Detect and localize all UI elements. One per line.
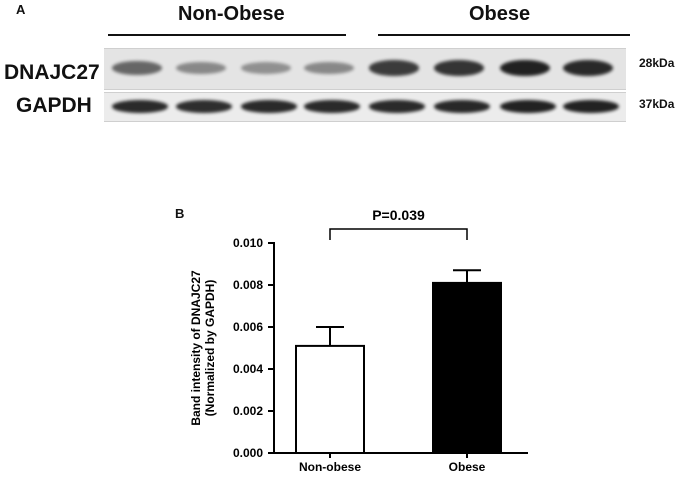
- group-label-non-obese: Non-Obese: [178, 3, 285, 25]
- bar-non-obese: [295, 344, 365, 454]
- bands-dnajc27: [104, 49, 626, 89]
- y-axis-label-sub: (Normalized by GAPDH): [203, 280, 217, 417]
- band-dnajc27-lane-2: [176, 61, 226, 75]
- bar-obese: [432, 281, 502, 454]
- blot-strip-dnajc27: [104, 48, 626, 90]
- blot-strip-gapdh: [104, 92, 626, 122]
- x-tick-label: Non-obese: [299, 460, 361, 474]
- band-dnajc27-lane-4: [304, 61, 354, 75]
- x-tick-label: Obese: [449, 460, 486, 474]
- y-tick-label: 0.006: [233, 320, 263, 334]
- band-gapdh-lane-1: [112, 100, 168, 113]
- band-gapdh-lane-6: [434, 100, 490, 113]
- band-gapdh-lane-4: [304, 100, 360, 113]
- band-gapdh-lane-3: [241, 100, 297, 113]
- group-line-non-obese: [108, 34, 346, 36]
- y-tick-label: 0.004: [233, 362, 263, 376]
- band-gapdh-lane-2: [176, 100, 232, 113]
- significance-bracket: [329, 228, 468, 240]
- band-gapdh-lane-7: [500, 100, 556, 113]
- row-label-gapdh: GAPDH: [16, 94, 92, 117]
- band-dnajc27-lane-3: [241, 62, 291, 74]
- y-tick-label: 0.008: [233, 278, 263, 292]
- group-label-obese: Obese: [469, 3, 531, 25]
- y-tick-label: 0.000: [233, 446, 263, 460]
- band-dnajc27-lane-8: [563, 59, 613, 77]
- size-label-dnajc27: 28kDa: [639, 56, 675, 70]
- p-value-annotation: P=0.039: [372, 207, 425, 223]
- bands-gapdh: [104, 93, 626, 121]
- row-label-dnajc27: DNAJC27: [4, 61, 100, 84]
- band-dnajc27-lane-1: [112, 61, 162, 75]
- panel-a-label: A: [16, 2, 26, 17]
- band-dnajc27-lane-6: [434, 60, 484, 76]
- band-dnajc27-lane-7: [500, 59, 550, 77]
- band-gapdh-lane-5: [369, 100, 425, 113]
- band-dnajc27-lane-5: [369, 60, 419, 76]
- y-axis-label: Band intensity of DNAJC27: [189, 270, 203, 426]
- group-line-obese: [378, 34, 630, 36]
- y-tick-label: 0.010: [233, 236, 263, 250]
- y-tick-label: 0.002: [233, 404, 263, 418]
- size-label-gapdh: 37kDa: [639, 97, 675, 111]
- band-gapdh-lane-8: [563, 100, 619, 113]
- panel-b-label: B: [175, 206, 185, 221]
